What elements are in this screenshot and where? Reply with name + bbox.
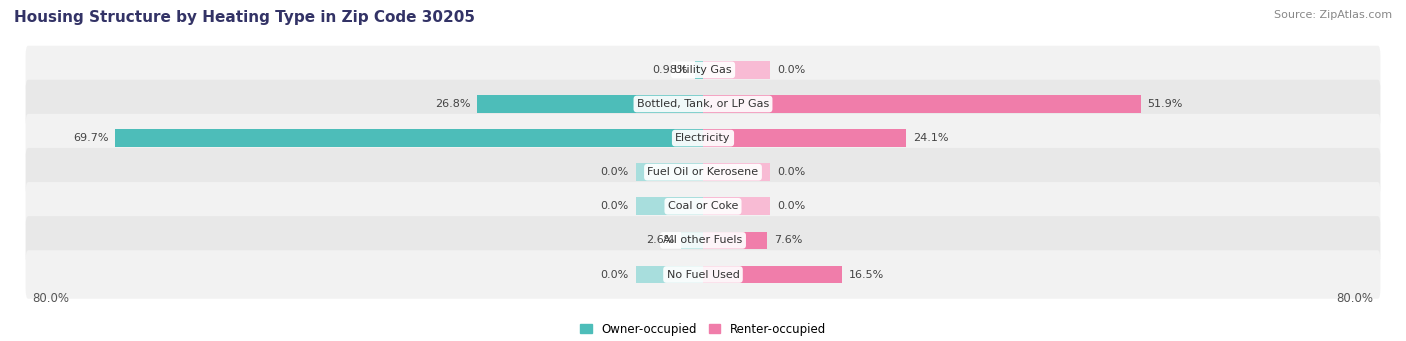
Text: Utility Gas: Utility Gas — [675, 65, 731, 75]
FancyBboxPatch shape — [25, 46, 1381, 94]
Bar — [703, 95, 1140, 113]
Text: 24.1%: 24.1% — [912, 133, 949, 143]
Text: Bottled, Tank, or LP Gas: Bottled, Tank, or LP Gas — [637, 99, 769, 109]
FancyBboxPatch shape — [25, 182, 1381, 231]
Bar — [703, 129, 907, 147]
Text: All other Fuels: All other Fuels — [664, 235, 742, 246]
Legend: Owner-occupied, Renter-occupied: Owner-occupied, Renter-occupied — [575, 318, 831, 341]
FancyBboxPatch shape — [25, 250, 1381, 299]
Text: 2.6%: 2.6% — [645, 235, 675, 246]
Text: 69.7%: 69.7% — [73, 133, 108, 143]
Bar — [681, 232, 703, 249]
FancyBboxPatch shape — [25, 114, 1381, 162]
Bar — [115, 129, 703, 147]
Text: Electricity: Electricity — [675, 133, 731, 143]
Bar — [703, 61, 770, 79]
FancyBboxPatch shape — [25, 148, 1381, 196]
Bar — [636, 197, 703, 215]
Text: 51.9%: 51.9% — [1147, 99, 1182, 109]
Text: 7.6%: 7.6% — [773, 235, 803, 246]
Bar — [636, 163, 703, 181]
Text: Source: ZipAtlas.com: Source: ZipAtlas.com — [1274, 10, 1392, 20]
Text: Coal or Coke: Coal or Coke — [668, 201, 738, 211]
Bar — [636, 266, 703, 283]
Text: 26.8%: 26.8% — [434, 99, 470, 109]
Text: Fuel Oil or Kerosene: Fuel Oil or Kerosene — [647, 167, 759, 177]
Text: 16.5%: 16.5% — [849, 269, 884, 280]
Text: 0.0%: 0.0% — [778, 167, 806, 177]
Bar — [703, 232, 768, 249]
Text: 80.0%: 80.0% — [1337, 292, 1374, 305]
Text: 0.0%: 0.0% — [778, 201, 806, 211]
Bar — [703, 266, 842, 283]
Bar — [703, 163, 770, 181]
Bar — [703, 197, 770, 215]
Text: 0.0%: 0.0% — [600, 269, 628, 280]
Bar — [477, 95, 703, 113]
Text: 0.0%: 0.0% — [600, 167, 628, 177]
Text: 0.0%: 0.0% — [600, 201, 628, 211]
Text: 80.0%: 80.0% — [32, 292, 69, 305]
Text: 0.98%: 0.98% — [652, 65, 688, 75]
FancyBboxPatch shape — [25, 80, 1381, 128]
Bar — [695, 61, 703, 79]
FancyBboxPatch shape — [25, 216, 1381, 265]
Text: No Fuel Used: No Fuel Used — [666, 269, 740, 280]
Text: Housing Structure by Heating Type in Zip Code 30205: Housing Structure by Heating Type in Zip… — [14, 10, 475, 25]
Text: 0.0%: 0.0% — [778, 65, 806, 75]
